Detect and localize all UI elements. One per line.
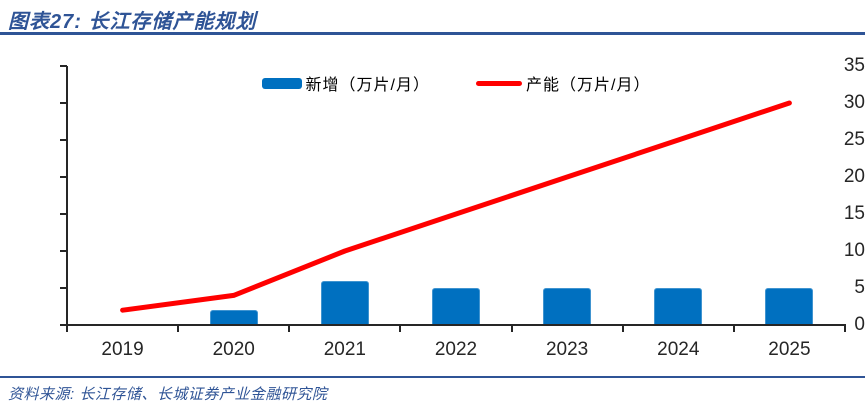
- figure-title: 图表27: 长江存储产能规划: [8, 11, 257, 33]
- y-tick-label: 20: [843, 166, 865, 187]
- x-tick-mark: [621, 326, 624, 332]
- y-tick-mark: [60, 176, 67, 178]
- x-tick-mark: [510, 326, 513, 332]
- y-tick-label: 25: [843, 129, 865, 150]
- x-axis-line: [66, 324, 846, 326]
- x-tick-label: 2024: [657, 339, 700, 360]
- y-tick-mark: [60, 102, 67, 104]
- bar-swatch-icon: [261, 77, 302, 89]
- legend-label-bars: 新增（万片/月）: [305, 77, 430, 94]
- x-tick-label: 2025: [768, 339, 811, 360]
- y-tick-mark: [60, 139, 67, 141]
- x-tick-label: 2023: [545, 339, 589, 360]
- x-tick-mark: [399, 326, 402, 332]
- bar-2024: [654, 288, 703, 325]
- x-tick-mark: [732, 326, 735, 332]
- bar-2023: [543, 288, 592, 325]
- x-tick-label: 2020: [212, 339, 255, 360]
- legend-item-bars: 新增（万片/月）: [261, 71, 430, 95]
- bar-2022: [432, 288, 480, 325]
- x-tick-label: 2022: [434, 339, 478, 360]
- y-tick-mark: [60, 65, 67, 67]
- source-note: 资料来源: 长江存储、长城证券产业金融研究院: [8, 386, 328, 403]
- bar-2020: [209, 310, 258, 325]
- x-tick-label: 2021: [323, 339, 366, 360]
- chart-legend: 新增（万片/月） 产能（万片/月）: [67, 70, 845, 96]
- x-tick-mark: [288, 326, 291, 332]
- y-tick-mark: [60, 324, 67, 326]
- y-tick-label: 10: [843, 240, 865, 261]
- x-tick-mark: [844, 326, 846, 332]
- legend-item-line: 产能（万片/月）: [476, 71, 650, 95]
- y-tick-label: 0: [854, 314, 865, 335]
- y-tick-label: 15: [843, 203, 865, 224]
- y-tick-label: 30: [843, 92, 865, 113]
- footer-divider: [0, 376, 865, 378]
- y-tick-mark: [60, 287, 67, 289]
- capacity-line: [120, 100, 792, 313]
- bar-2021: [320, 280, 369, 325]
- x-tick-mark: [66, 326, 68, 332]
- y-tick-mark: [60, 250, 67, 252]
- y-tick-mark: [60, 213, 67, 215]
- bar-2025: [765, 288, 814, 325]
- x-tick-mark: [177, 326, 180, 332]
- y-axis-line: [66, 66, 68, 327]
- x-tick-label: 2019: [101, 339, 144, 360]
- header-divider: [0, 32, 865, 35]
- y-tick-label: 35: [843, 55, 865, 76]
- line-swatch-icon: [476, 80, 522, 86]
- y-tick-label: 5: [854, 277, 865, 298]
- legend-label-line: 产能（万片/月）: [526, 77, 651, 94]
